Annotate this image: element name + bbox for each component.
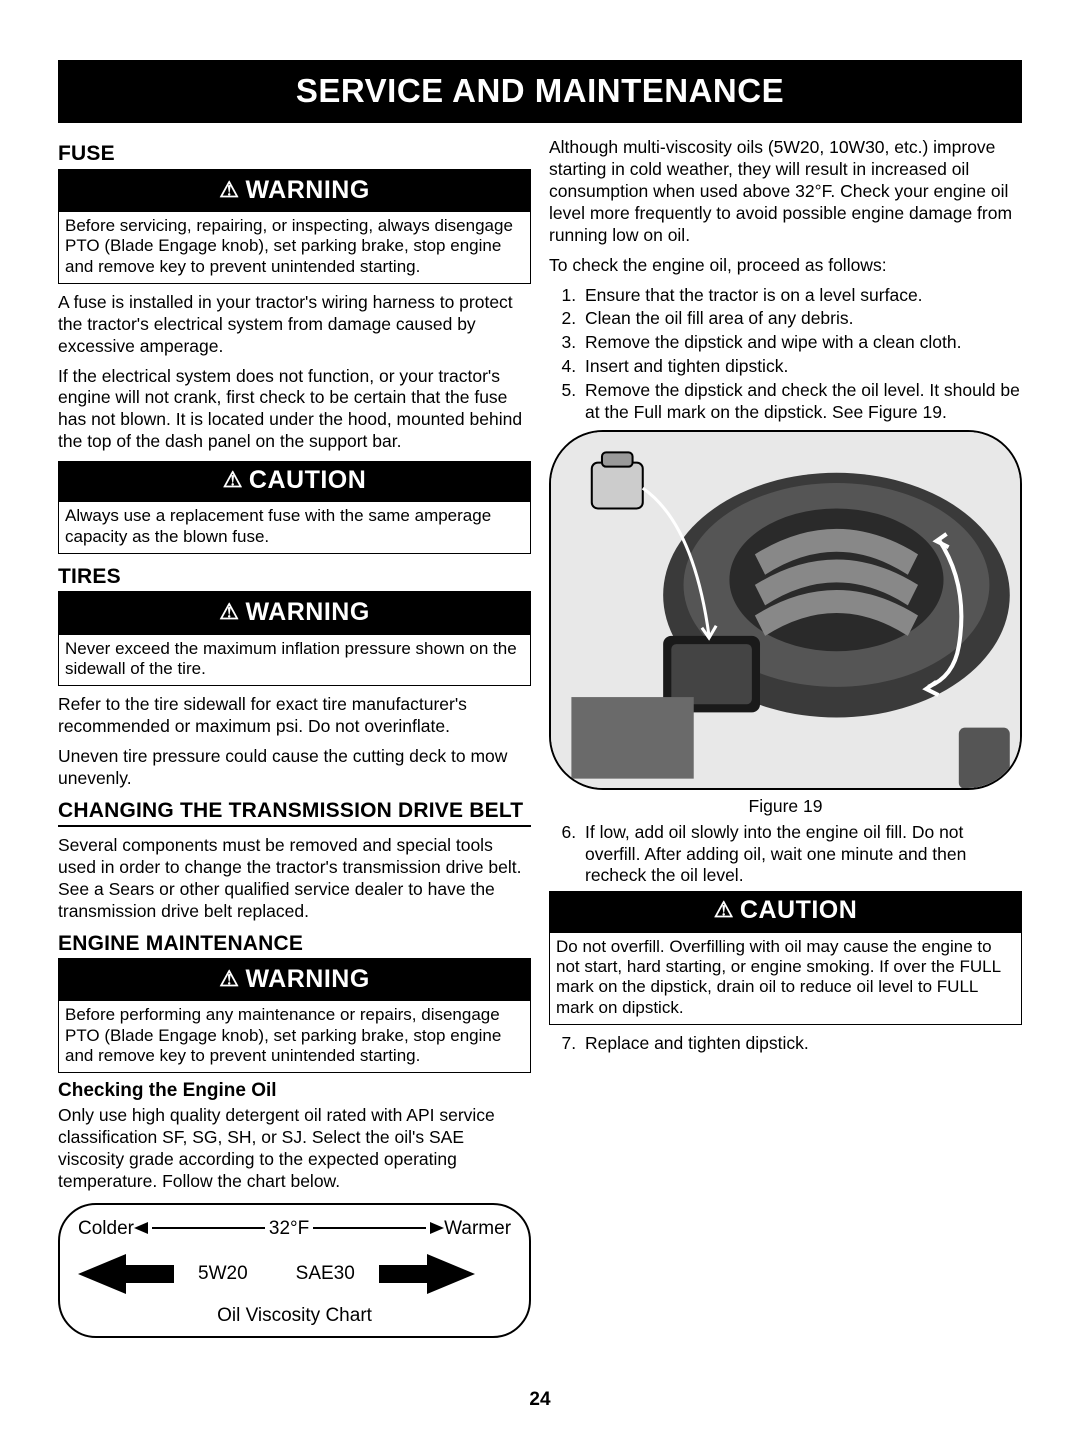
columns: FUSE ⚠WARNING Before servicing, repairin… bbox=[58, 137, 1022, 1338]
temp-label: 32°F bbox=[269, 1217, 309, 1241]
warning-icon: ⚠ bbox=[219, 598, 239, 626]
arrow-bar bbox=[379, 1265, 427, 1283]
engine-warning-text: Before performing any maintenance or rep… bbox=[58, 1001, 531, 1073]
step-item: Ensure that the tractor is on a level su… bbox=[581, 285, 1022, 307]
right-caution-text: Do not overfill. Overfilling with oil ma… bbox=[549, 933, 1022, 1026]
tires-p2: Uneven tire pressure could cause the cut… bbox=[58, 746, 531, 790]
check-lead: To check the engine oil, proceed as foll… bbox=[549, 255, 1022, 277]
step-item: Replace and tighten dipstick. bbox=[581, 1033, 1022, 1055]
warning-icon: ⚠ bbox=[714, 896, 734, 924]
tires-warning-text: Never exceed the maximum inflation press… bbox=[58, 635, 531, 687]
viscosity-chart: Colder 32°F Warmer 5W20 SAE30 Oil Vis bbox=[58, 1203, 531, 1339]
big-arrow-right-icon bbox=[427, 1254, 475, 1294]
right-intro: Although multi-viscosity oils (5W20, 10W… bbox=[549, 137, 1022, 246]
step-item: Insert and tighten dipstick. bbox=[581, 356, 1022, 378]
belt-heading: CHANGING THE TRANSMISSION DRIVE BELT bbox=[58, 798, 531, 827]
caution-label: CAUTION bbox=[249, 466, 366, 494]
fuse-p2: If the electrical system does not functi… bbox=[58, 366, 531, 454]
viscosity-temp-row: Colder 32°F Warmer bbox=[78, 1217, 511, 1241]
steps-list-1-5: Ensure that the tractor is on a level su… bbox=[549, 285, 1022, 424]
temp-line bbox=[313, 1227, 426, 1229]
engine-warning-bar: ⚠WARNING bbox=[58, 960, 531, 1001]
arrow-bar bbox=[126, 1265, 174, 1283]
oil-right-label: SAE30 bbox=[272, 1262, 379, 1286]
right-caution-bar: ⚠CAUTION bbox=[549, 891, 1022, 932]
steps-list-6: If low, add oil slowly into the engine o… bbox=[549, 822, 1022, 888]
colder-label: Colder bbox=[78, 1217, 134, 1241]
fuse-heading: FUSE bbox=[58, 141, 531, 170]
right-column: Although multi-viscosity oils (5W20, 10W… bbox=[549, 137, 1022, 1338]
engine-p1: Only use high quality detergent oil rate… bbox=[58, 1105, 531, 1193]
fuse-caution-text: Always use a replacement fuse with the s… bbox=[58, 502, 531, 554]
arrow-right-icon bbox=[430, 1222, 444, 1234]
oil-left-label: 5W20 bbox=[174, 1262, 272, 1286]
arrow-left-icon bbox=[134, 1222, 148, 1234]
engine-subheading: Checking the Engine Oil bbox=[58, 1079, 531, 1103]
caution-label: CAUTION bbox=[740, 896, 857, 924]
warning-label: WARNING bbox=[245, 965, 369, 993]
figure-caption: Figure 19 bbox=[549, 796, 1022, 818]
warning-label: WARNING bbox=[245, 598, 369, 626]
tires-heading: TIRES bbox=[58, 564, 531, 593]
page-number: 24 bbox=[58, 1388, 1022, 1412]
fuse-warning-text: Before servicing, repairing, or inspecti… bbox=[58, 212, 531, 284]
viscosity-oil-row: 5W20 SAE30 bbox=[78, 1254, 511, 1294]
engine-illustration-icon bbox=[551, 432, 1020, 790]
fuse-caution-bar: ⚠CAUTION bbox=[58, 461, 531, 502]
warning-label: WARNING bbox=[245, 176, 369, 204]
engine-heading: ENGINE MAINTENANCE bbox=[58, 931, 531, 960]
fuse-p1: A fuse is installed in your tractor's wi… bbox=[58, 292, 531, 358]
step-item: If low, add oil slowly into the engine o… bbox=[581, 822, 1022, 888]
viscosity-caption: Oil Viscosity Chart bbox=[78, 1304, 511, 1328]
page: SERVICE AND MAINTENANCE FUSE ⚠WARNING Be… bbox=[0, 0, 1080, 1452]
big-arrow-left-icon bbox=[78, 1254, 126, 1294]
fuse-warning-bar: ⚠WARNING bbox=[58, 171, 531, 212]
warning-icon: ⚠ bbox=[223, 466, 243, 494]
warmer-label: Warmer bbox=[444, 1217, 511, 1241]
temp-line bbox=[152, 1227, 265, 1229]
step-item: Clean the oil fill area of any debris. bbox=[581, 308, 1022, 330]
step-item: Remove the dipstick and wipe with a clea… bbox=[581, 332, 1022, 354]
step-item: Remove the dipstick and check the oil le… bbox=[581, 380, 1022, 424]
steps-list-7: Replace and tighten dipstick. bbox=[549, 1033, 1022, 1055]
tires-warning-bar: ⚠WARNING bbox=[58, 593, 531, 634]
banner-title: SERVICE AND MAINTENANCE bbox=[58, 60, 1022, 123]
left-column: FUSE ⚠WARNING Before servicing, repairin… bbox=[58, 137, 531, 1338]
warning-icon: ⚠ bbox=[219, 176, 239, 204]
figure-19 bbox=[549, 430, 1022, 790]
belt-p1: Several components must be removed and s… bbox=[58, 835, 531, 923]
tires-p1: Refer to the tire sidewall for exact tir… bbox=[58, 694, 531, 738]
warning-icon: ⚠ bbox=[219, 965, 239, 993]
